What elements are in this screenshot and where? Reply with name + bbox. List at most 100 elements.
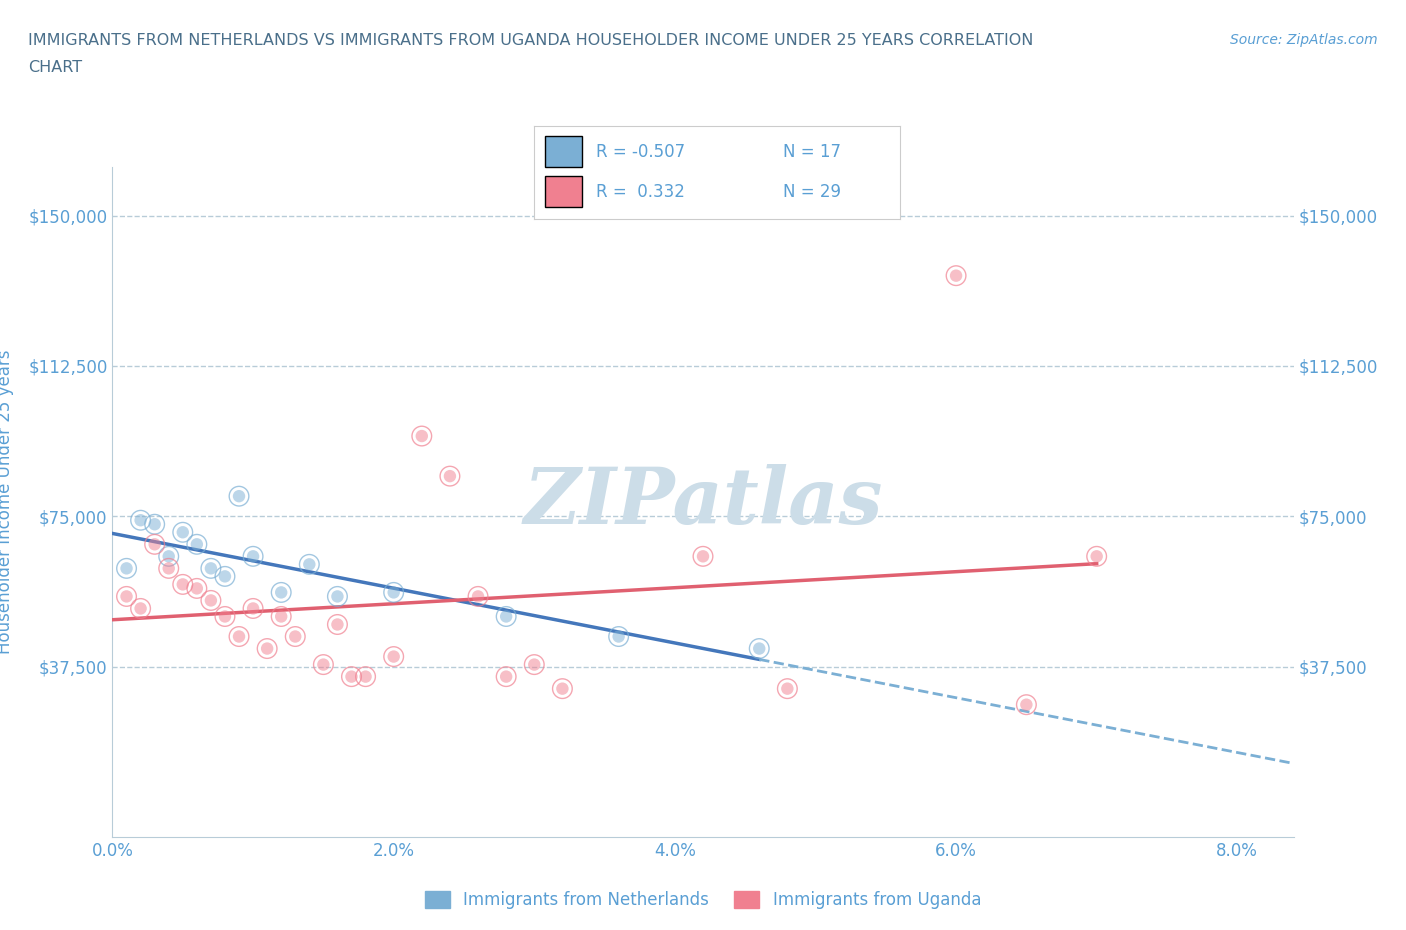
Point [256, 641, 278, 656]
Point [129, 601, 152, 616]
Point [157, 561, 180, 576]
Point [298, 557, 321, 572]
Text: N = 29: N = 29 [783, 182, 841, 201]
Point [748, 641, 770, 656]
Point [382, 649, 405, 664]
Point [776, 681, 799, 696]
Point [411, 429, 433, 444]
Text: R = -0.507: R = -0.507 [596, 142, 686, 161]
Point [1015, 698, 1038, 712]
Point [270, 609, 292, 624]
Point [186, 537, 208, 551]
Point [382, 585, 405, 600]
Point [200, 593, 222, 608]
Point [270, 609, 292, 624]
Point [157, 561, 180, 576]
Point [228, 489, 250, 504]
Point [439, 469, 461, 484]
Point [495, 609, 517, 624]
Point [692, 549, 714, 564]
Point [1085, 549, 1108, 564]
Point [200, 561, 222, 576]
Point [143, 517, 166, 532]
Point [214, 569, 236, 584]
Point [129, 601, 152, 616]
Point [228, 629, 250, 644]
Point [340, 670, 363, 684]
Legend: Immigrants from Netherlands, Immigrants from Uganda: Immigrants from Netherlands, Immigrants … [419, 884, 987, 916]
Point [382, 649, 405, 664]
Point [326, 589, 349, 604]
Point [172, 577, 194, 591]
Point [298, 557, 321, 572]
Point [439, 469, 461, 484]
Point [270, 585, 292, 600]
Y-axis label: Householder Income Under 25 years: Householder Income Under 25 years [0, 350, 14, 655]
Point [186, 537, 208, 551]
Point [115, 589, 138, 604]
Point [228, 629, 250, 644]
Point [172, 577, 194, 591]
Point [467, 589, 489, 604]
Point [242, 601, 264, 616]
Point [214, 609, 236, 624]
Text: CHART: CHART [28, 60, 82, 75]
Point [551, 681, 574, 696]
Point [157, 549, 180, 564]
Point [115, 589, 138, 604]
Point [143, 537, 166, 551]
Point [495, 670, 517, 684]
Point [284, 629, 307, 644]
Point [945, 268, 967, 283]
Point [607, 629, 630, 644]
Point [523, 658, 546, 672]
Point [340, 670, 363, 684]
Point [242, 601, 264, 616]
FancyBboxPatch shape [546, 136, 582, 167]
Point [312, 658, 335, 672]
Point [467, 589, 489, 604]
Point [242, 549, 264, 564]
Point [776, 681, 799, 696]
Point [551, 681, 574, 696]
Point [115, 561, 138, 576]
Point [326, 617, 349, 631]
Point [326, 589, 349, 604]
Point [945, 268, 967, 283]
Point [214, 609, 236, 624]
Point [143, 537, 166, 551]
Point [495, 670, 517, 684]
Point [172, 525, 194, 539]
Point [172, 525, 194, 539]
Point [312, 658, 335, 672]
Point [143, 517, 166, 532]
FancyBboxPatch shape [546, 176, 582, 207]
Point [495, 609, 517, 624]
Point [200, 593, 222, 608]
Point [382, 585, 405, 600]
Point [326, 617, 349, 631]
Point [186, 581, 208, 596]
Point [256, 641, 278, 656]
Point [692, 549, 714, 564]
Point [523, 658, 546, 672]
Text: R =  0.332: R = 0.332 [596, 182, 685, 201]
Point [200, 561, 222, 576]
Point [748, 641, 770, 656]
Point [1085, 549, 1108, 564]
Point [284, 629, 307, 644]
Point [129, 512, 152, 527]
Point [214, 569, 236, 584]
Text: Source: ZipAtlas.com: Source: ZipAtlas.com [1230, 33, 1378, 46]
Point [242, 549, 264, 564]
Point [607, 629, 630, 644]
Point [354, 670, 377, 684]
Text: N = 17: N = 17 [783, 142, 841, 161]
Point [157, 549, 180, 564]
Point [1015, 698, 1038, 712]
Text: IMMIGRANTS FROM NETHERLANDS VS IMMIGRANTS FROM UGANDA HOUSEHOLDER INCOME UNDER 2: IMMIGRANTS FROM NETHERLANDS VS IMMIGRANT… [28, 33, 1033, 47]
Point [186, 581, 208, 596]
Point [354, 670, 377, 684]
Point [129, 512, 152, 527]
Point [115, 561, 138, 576]
